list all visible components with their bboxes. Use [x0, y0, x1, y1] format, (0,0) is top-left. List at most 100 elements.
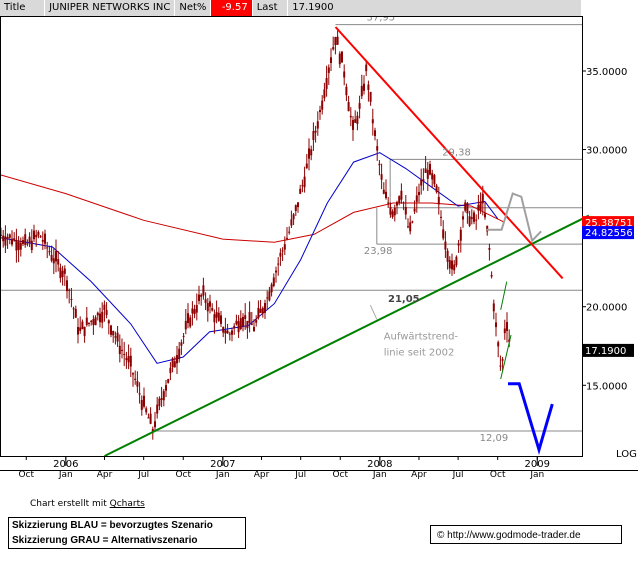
candle-body	[217, 312, 220, 321]
candle-body	[332, 47, 335, 50]
candle-body	[484, 213, 486, 218]
candle-body	[294, 205, 297, 211]
candle-body	[354, 119, 357, 123]
copyright-link[interactable]: © http://www.godmode-trader.de	[430, 525, 622, 544]
candle-body	[215, 312, 218, 318]
candle-body	[501, 359, 504, 361]
level-label: 37,95	[366, 13, 395, 24]
candle-body	[143, 395, 145, 407]
candle-body	[222, 327, 225, 333]
candle-body	[118, 345, 121, 355]
y-tick-label: 20.0000	[586, 303, 627, 314]
candle-body	[55, 251, 57, 262]
candle-body	[220, 315, 222, 324]
candle-body	[8, 234, 11, 238]
candle-body	[121, 349, 123, 351]
level-label: 12,09	[480, 433, 509, 444]
candle-body	[35, 234, 38, 238]
candle-body	[6, 237, 9, 240]
x-year-label: 2009	[525, 459, 550, 470]
scenario-sketches	[486, 192, 554, 455]
title-value: JUNIPER NETWORKS INC	[45, 0, 176, 16]
candle-body	[334, 37, 337, 46]
x-month-label: Oct	[332, 470, 348, 480]
x-month-label: Apr	[411, 470, 427, 480]
axes: 15.000020.000025.000030.000035.0000LOGOc…	[0, 16, 638, 480]
price-box-label: 24.82556	[585, 228, 633, 239]
ma-red-line	[0, 174, 504, 243]
candle-body	[202, 285, 205, 296]
candle-body	[63, 268, 66, 274]
candle-body	[435, 185, 438, 193]
x-month-label: Oct	[490, 470, 506, 480]
candle-body	[233, 325, 236, 328]
price-box-label: 17.1900	[585, 346, 626, 357]
candle-body	[61, 270, 64, 277]
trendlines	[104, 26, 590, 457]
level-label: 23,98	[364, 246, 393, 257]
candle-body	[297, 202, 299, 208]
candle-body	[316, 121, 319, 129]
x-month-label: Jan	[58, 470, 73, 480]
candle-body	[224, 330, 227, 334]
candle-body	[411, 221, 414, 223]
candle-body	[363, 83, 365, 91]
legend-gray-scenario: Skizzierung GRAU = Alternativszenario	[12, 535, 198, 546]
short-trend-line	[500, 334, 512, 380]
candle-body	[486, 225, 489, 232]
x-month-label: Jul	[294, 470, 306, 480]
candle-body	[473, 212, 475, 222]
level-label: 29,38	[442, 147, 471, 158]
candle-body	[41, 239, 44, 242]
candle-body	[88, 322, 90, 324]
candle-body	[107, 320, 110, 324]
candle-body	[492, 303, 495, 312]
candle-body	[310, 149, 313, 156]
annotation-pointer	[369, 304, 378, 320]
x-month-label: Jan	[372, 470, 387, 480]
short-trend-line	[500, 281, 508, 310]
candle-body	[79, 327, 82, 331]
candle-body	[420, 180, 423, 186]
downtrend-line	[334, 26, 564, 280]
candle-body	[343, 71, 346, 78]
candle-body	[290, 219, 293, 226]
candle-body	[171, 358, 174, 368]
credit-prefix: Chart erstellt mit	[30, 499, 110, 509]
x-month-label: Jan	[529, 470, 544, 480]
candle-body	[479, 201, 482, 211]
candle-body	[270, 284, 273, 293]
x-year-label: 2007	[210, 459, 235, 470]
candle-body	[266, 297, 269, 299]
quote-header: Title JUNIPER NETWORKS INC Net% -9.57 La…	[0, 0, 582, 16]
qcharts-link[interactable]: Qcharts	[109, 499, 145, 509]
candle-body	[149, 413, 152, 424]
candle-body	[30, 240, 33, 250]
candle-body	[437, 196, 440, 205]
candle-body	[13, 238, 16, 240]
candle-body	[446, 250, 449, 262]
candle-body	[182, 335, 185, 337]
candle-body	[26, 243, 29, 245]
candle-body	[303, 176, 306, 188]
candle-body	[415, 195, 418, 202]
annotation-text: linie seit 2002	[384, 347, 455, 358]
candle-body	[264, 303, 266, 313]
candle-body	[191, 308, 194, 314]
candle-body	[349, 115, 352, 118]
candle-body	[176, 355, 178, 364]
title-label: Title	[0, 0, 46, 16]
candle-body	[57, 259, 60, 265]
candle-body	[162, 391, 165, 401]
annotation-text: Aufwärtstrend-	[384, 332, 459, 343]
legend-blue-scenario: Skizzierung BLAU = bevorzugtes Szenario	[12, 520, 213, 531]
candle-body	[195, 305, 198, 313]
candle-body	[83, 326, 86, 337]
candle-body	[398, 196, 401, 204]
candle-body	[503, 328, 506, 334]
candle-body	[418, 191, 420, 196]
net-label: Net%	[175, 0, 212, 16]
candle-body	[424, 168, 427, 173]
candle-body	[147, 417, 150, 419]
candle-body	[151, 429, 154, 432]
